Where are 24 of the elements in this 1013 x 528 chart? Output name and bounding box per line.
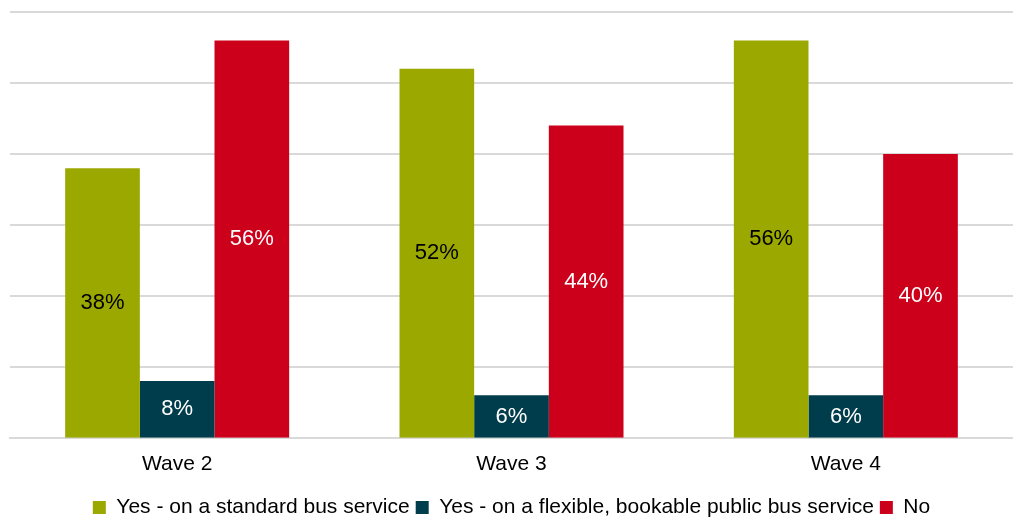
data-label: 52% [414,239,459,265]
legend-label: Yes - on a flexible, bookable public bus service [439,494,874,518]
data-label: 6% [495,402,528,428]
bar [65,168,140,438]
data-label: 38% [80,289,125,315]
bar [733,40,809,438]
x-tick-label: Wave 4 [810,451,882,475]
legend-label: Yes - on a standard bus service [116,494,410,518]
bar [139,381,215,438]
data-label: 8% [161,395,194,421]
bar [399,68,475,438]
bar [548,125,624,438]
bar [808,395,884,438]
data-label: 56% [749,225,794,251]
bar [883,153,958,438]
bar [214,40,290,438]
data-label: 40% [898,281,943,307]
data-label: 56% [229,225,274,251]
data-label: 44% [564,267,609,293]
bar [474,395,549,438]
x-tick-label: Wave 2 [141,451,213,475]
data-label: 6% [829,402,862,428]
x-tick-label: Wave 3 [476,451,547,475]
legend-label: No [903,494,931,518]
